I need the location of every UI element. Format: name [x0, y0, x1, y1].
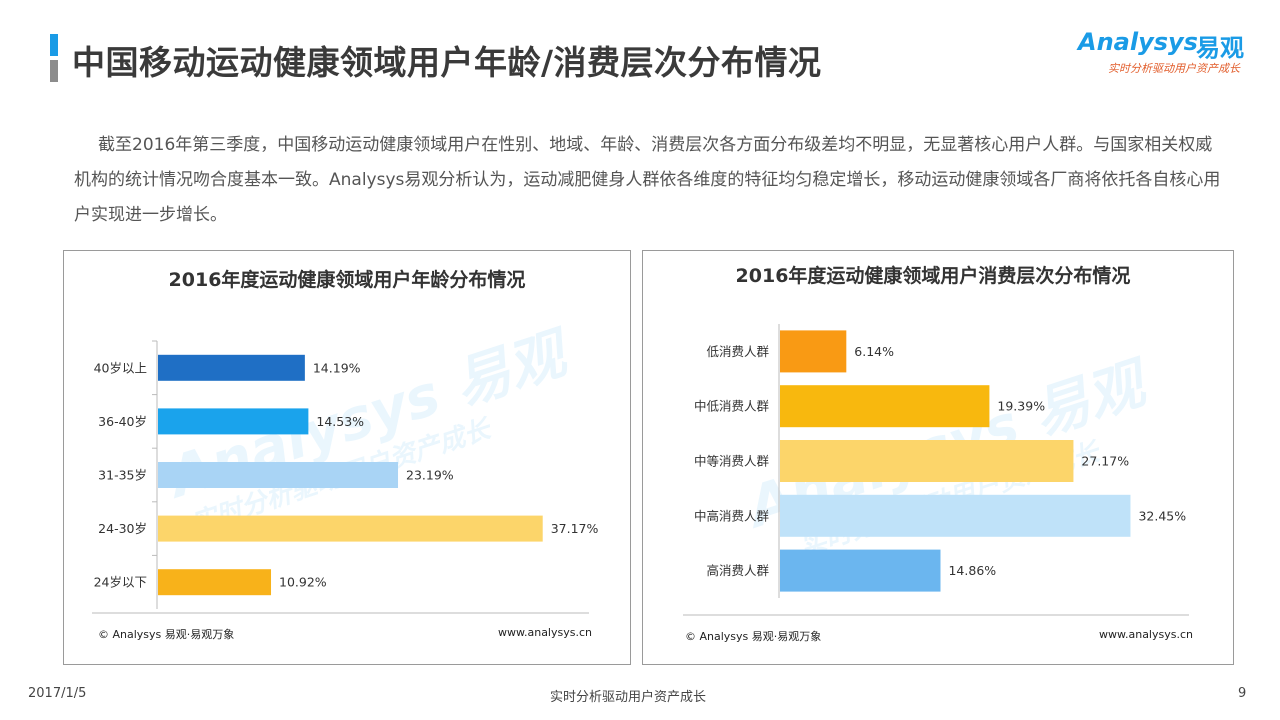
intro-paragraph: 截至2016年第三季度，中国移动运动健康领域用户在性别、地域、年龄、消费层次各方… [74, 135, 1221, 225]
bar-4 [780, 549, 941, 592]
age-chart-title: 2016年度运动健康领域用户年龄分布情况 [168, 269, 526, 291]
bar-2 [158, 462, 399, 488]
bar-2 [780, 440, 1074, 482]
footer-date: 2017/1/5 [28, 686, 87, 701]
footer-tagline: 实时分析驱动用户资产成长 [550, 690, 707, 705]
value-label-2: 27.17% [1081, 454, 1129, 469]
category-label-4: 24岁以下 [94, 575, 147, 590]
age-chart-source: © Analysys 易观·易观万象 [98, 628, 235, 641]
value-label-3: 37.17% [551, 521, 599, 536]
category-label-3: 中高消费人群 [694, 508, 770, 523]
bar-0 [158, 354, 305, 381]
bar-1 [158, 408, 309, 435]
consumption-bar-chart: 低消费人群 6.14% 中低消费人群 19.39% 中等消费人群 27.17% 中高消费人群… [683, 324, 1189, 616]
value-label-3: 32.45% [1138, 508, 1186, 523]
category-label-1: 中低消费人群 [694, 399, 770, 414]
category-label-2: 中等消费人群 [694, 454, 770, 469]
consumption-chart-panel: Analysys 易观 实时分析驱动用户资产成长 2016年度运动健康领域用户消… [642, 250, 1234, 665]
value-label-0: 14.19% [313, 360, 361, 375]
value-label-1: 19.39% [997, 399, 1045, 414]
page-title: 中国移动运动健康领域用户年龄/消费层次分布情况 [72, 43, 822, 82]
consumption-chart-source: © Analysys 易观·易观万象 [685, 630, 822, 643]
title-accent-bar [50, 34, 58, 82]
bar-3 [158, 515, 543, 542]
category-label-2: 31-35岁 [98, 468, 147, 483]
age-chart-url: www.analysys.cn [498, 626, 592, 639]
logo-cn: 易观 [1196, 34, 1244, 62]
consumption-chart-url: www.analysys.cn [1099, 628, 1193, 641]
age-bar-chart: 40岁以上 14.19% 36-40岁 14.53% 31-35岁 23.19% 24-30… [92, 340, 599, 614]
consumption-chart-title: 2016年度运动健康领域用户消费层次分布情况 [735, 265, 1131, 287]
footer-page-number: 9 [1238, 686, 1247, 701]
bar-3 [780, 494, 1131, 537]
bar-4 [158, 569, 272, 596]
value-label-1: 14.53% [316, 414, 364, 429]
category-label-0: 低消费人群 [706, 344, 769, 359]
logo-tagline: 实时分析驱动用户资产成长 [1108, 62, 1240, 75]
category-label-3: 24-30岁 [98, 521, 147, 536]
value-label-0: 6.14% [854, 344, 894, 359]
category-label-4: 高消费人群 [706, 563, 769, 578]
value-label-4: 14.86% [948, 563, 996, 578]
age-chart-panel: Analysys 易观 实时分析驱动用户资产成长 2016年度运动健康领域用户年… [63, 250, 631, 665]
category-label-0: 40岁以上 [94, 360, 147, 375]
logo-name: Analysys [1078, 28, 1198, 56]
value-label-2: 23.19% [406, 468, 454, 483]
category-label-1: 36-40岁 [98, 414, 147, 429]
value-label-4: 10.92% [279, 575, 327, 590]
analysys-logo: Analysys 易观 实时分析驱动用户资产成长 [1078, 28, 1250, 76]
bar-0 [780, 330, 847, 373]
bar-1 [780, 385, 990, 428]
